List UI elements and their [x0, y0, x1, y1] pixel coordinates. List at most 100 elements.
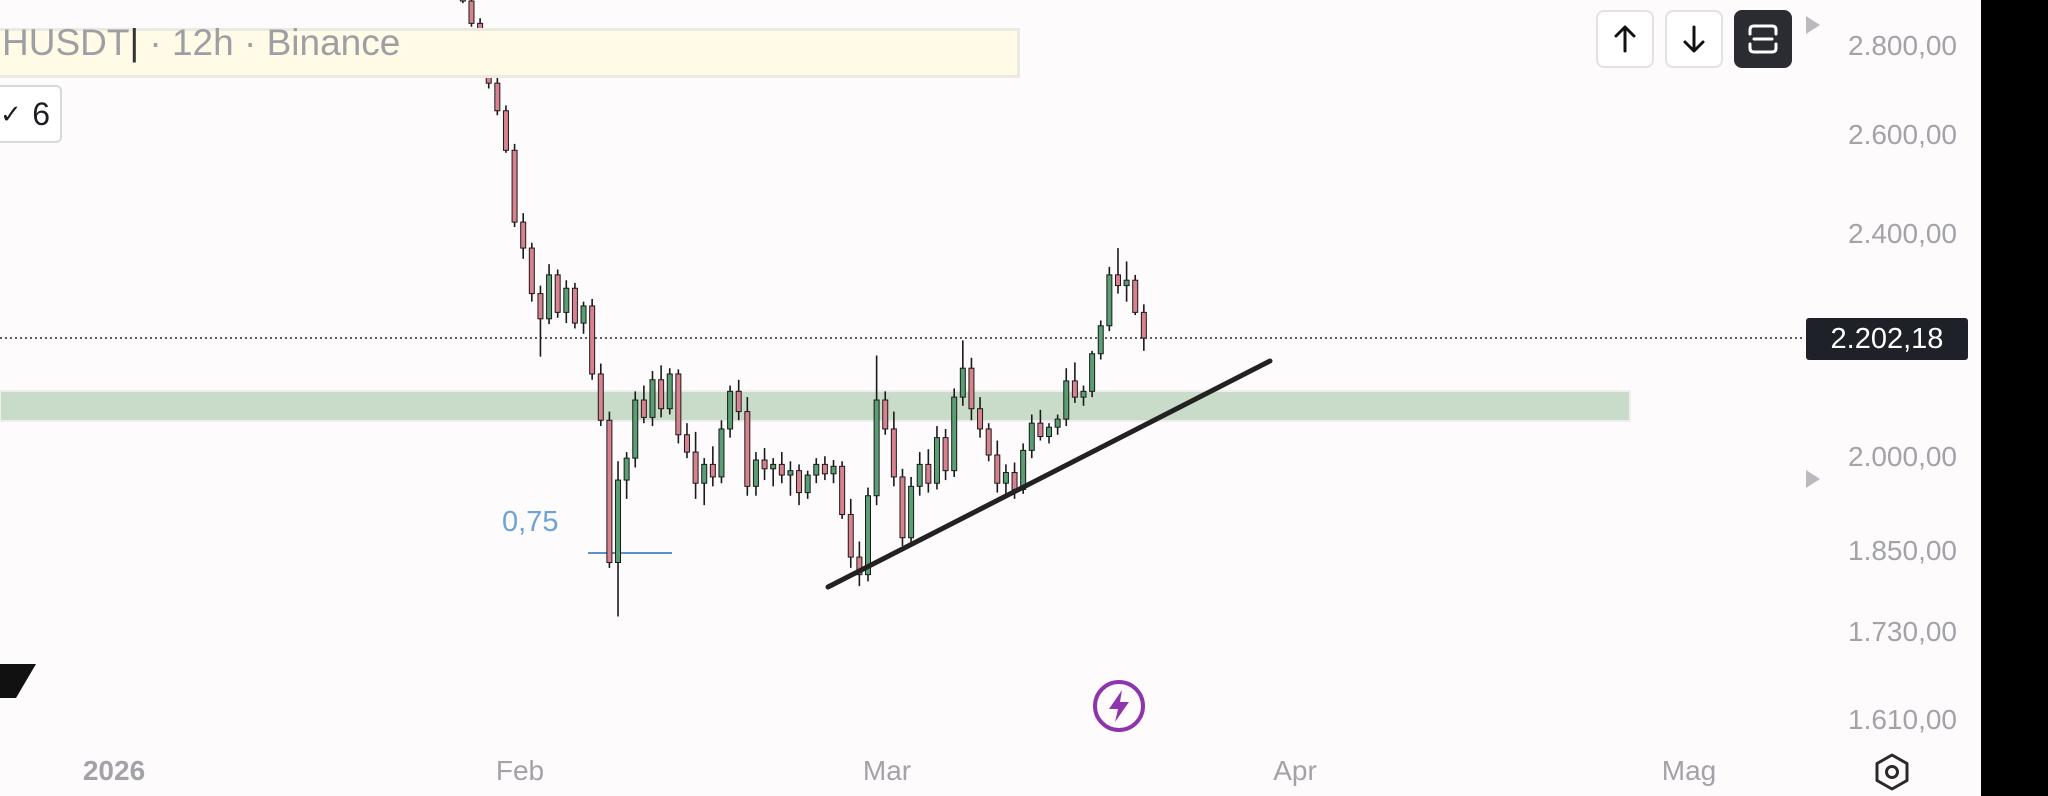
candle-body	[951, 396, 958, 472]
support-zone	[0, 390, 1631, 422]
indicators-toggle[interactable]: ✓ 6	[0, 85, 62, 143]
candle-body	[1046, 426, 1053, 437]
candle-body	[683, 434, 690, 453]
candle-body	[968, 367, 975, 410]
candle-body	[856, 556, 863, 576]
x-tick-label: Apr	[1273, 755, 1317, 786]
candle-body	[1123, 279, 1130, 287]
fib-level-label[interactable]: 0,75	[502, 506, 559, 538]
candle-body	[1002, 472, 1009, 484]
check-icon: ✓	[0, 99, 22, 129]
y-tick-label: 2.800,00	[1848, 30, 1957, 61]
fullscreen-button[interactable]	[1734, 10, 1792, 68]
title-separator: ·	[149, 22, 162, 63]
candle-body	[1054, 418, 1061, 428]
symbol-title[interactable]: HUSDT| · 12h · Binance	[2, 22, 401, 63]
candle-body	[675, 373, 682, 436]
candle-body	[735, 390, 742, 413]
candle-body	[1089, 353, 1096, 392]
candle-body	[839, 465, 846, 516]
arrow-down-icon	[1683, 25, 1705, 53]
fullscreen-icon	[1748, 24, 1778, 54]
x-tick-label: 2026	[82, 755, 146, 786]
candlestick-series	[459, 0, 1147, 617]
right-edge-bar	[1981, 0, 2048, 796]
symbol-banner	[0, 28, 1020, 78]
candle-body	[1097, 325, 1104, 355]
tradingview-logo-icon[interactable]	[0, 658, 40, 704]
y-tick-label: 2.000,00	[1848, 441, 1957, 472]
candle-body	[1114, 274, 1121, 287]
scroll-right-mid-icon[interactable]	[1804, 468, 1822, 490]
candle-body	[873, 399, 880, 497]
arrow-up-icon	[1614, 25, 1636, 53]
candle-body	[615, 479, 622, 564]
candle-body	[882, 399, 889, 430]
y-tick-label: 1.610,00	[1848, 704, 1957, 735]
candle-body	[1011, 472, 1018, 490]
exchange-label: Binance	[266, 22, 401, 63]
candle-body	[1132, 279, 1139, 313]
candle-body	[528, 247, 535, 295]
candle-body	[752, 459, 759, 487]
title-separator: ·	[243, 22, 257, 63]
scroll-up-button[interactable]	[1596, 10, 1654, 68]
candle-body	[778, 463, 785, 476]
candle-body	[718, 428, 725, 478]
y-tick-label: 2.600,00	[1848, 119, 1957, 150]
x-tick-label: Feb	[495, 755, 545, 786]
candle-body	[821, 463, 828, 475]
candle-body	[890, 428, 897, 478]
candle-body	[468, 0, 475, 24]
y-tick-label: 1.850,00	[1848, 535, 1957, 566]
scroll-down-button[interactable]	[1665, 10, 1723, 68]
candle-body	[606, 419, 613, 564]
candle-body	[899, 476, 906, 539]
candle-body	[692, 451, 699, 484]
trendline[interactable]	[825, 358, 1273, 590]
gear-icon[interactable]	[1872, 752, 1912, 792]
candle-body	[640, 399, 647, 418]
candle-body	[658, 379, 665, 410]
candle-body	[908, 485, 915, 539]
candle-body	[959, 367, 966, 398]
candle-body	[744, 411, 751, 487]
last-price-badge: 2.202,18	[1806, 318, 1968, 360]
candle-body	[933, 437, 940, 484]
candle-body	[770, 463, 777, 470]
candle-body	[925, 463, 932, 484]
candle-body	[830, 465, 837, 475]
candle-body	[597, 373, 604, 421]
candle-body	[977, 408, 984, 430]
x-tick-label: Mar	[862, 755, 912, 786]
candle-body	[623, 457, 630, 481]
candle-body	[994, 454, 1001, 484]
candle-body	[813, 463, 820, 476]
candle-body	[985, 428, 992, 456]
y-tick-label: 1.730,00	[1848, 616, 1957, 647]
candle-body	[1063, 380, 1070, 420]
flash-icon[interactable]	[1092, 679, 1146, 733]
candle-body	[537, 293, 544, 320]
candle-body	[494, 82, 501, 112]
candle-body	[787, 470, 794, 476]
candle-body	[796, 470, 803, 494]
candle-body	[459, 0, 466, 2]
candle-body	[546, 274, 553, 320]
candle-body	[1080, 390, 1087, 398]
x-tick-label: Mag	[1661, 755, 1717, 786]
candle-body	[847, 514, 854, 558]
candle-body	[1106, 274, 1113, 327]
candle-body	[502, 110, 509, 151]
candle-body	[761, 459, 768, 470]
candle-body	[666, 373, 673, 410]
candle-body	[865, 495, 871, 576]
candle-body	[589, 305, 596, 375]
symbol-ticker: HUSDT	[2, 22, 130, 63]
scroll-right-top-icon[interactable]	[1804, 14, 1822, 36]
candle-body	[571, 287, 578, 324]
y-tick-label: 2.400,00	[1848, 218, 1957, 249]
candle-body	[701, 463, 708, 484]
candle-body	[1037, 422, 1044, 437]
